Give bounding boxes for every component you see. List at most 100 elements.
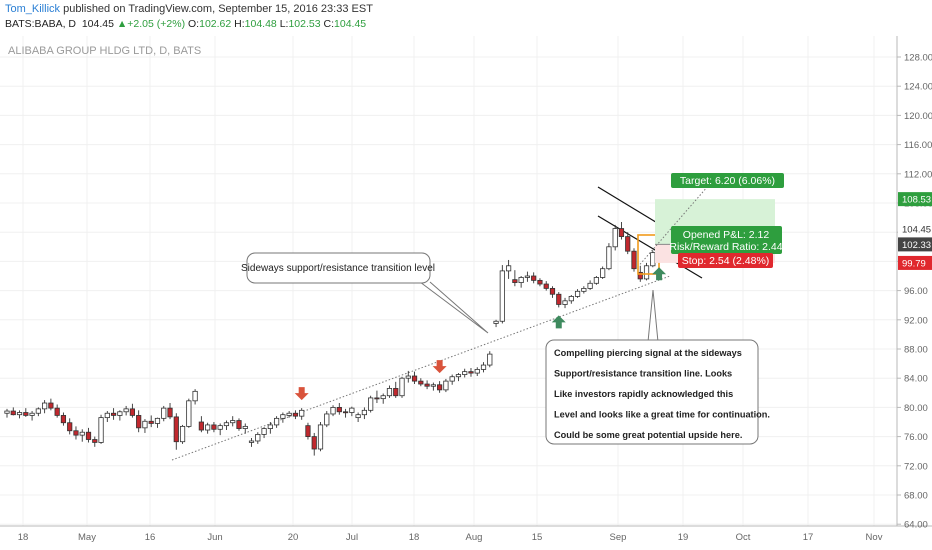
svg-text:Opened P&L: 2.12: Opened P&L: 2.12: [683, 229, 770, 241]
target-badge[interactable]: Target: 6.20 (6.06%): [671, 173, 784, 188]
callout-piercing-signal[interactable]: Compelling piercing signal at the sidewa…: [545, 289, 770, 445]
svg-text:Stop: 2.54 (2.48%): Stop: 2.54 (2.48%): [682, 255, 770, 267]
time-tick-label: 18: [409, 532, 420, 543]
callouts: Sideways support/resistance transition l…: [241, 252, 770, 445]
callout-transition-level[interactable]: Sideways support/resistance transition l…: [241, 252, 489, 334]
time-tick-label: 15: [532, 532, 543, 543]
publish-info: Tom_Killick published on TradingView.com…: [5, 3, 373, 15]
candle: [518, 276, 524, 288]
candle: [487, 351, 493, 368]
candle: [587, 280, 593, 290]
candle: [136, 410, 142, 433]
candle: [618, 221, 625, 240]
price-tick-label: 84.00: [904, 374, 928, 385]
candle: [29, 411, 35, 421]
time-tick-label: 20: [288, 532, 299, 543]
candle: [411, 371, 418, 385]
candle: [261, 427, 267, 439]
candle: [650, 250, 656, 268]
price-tick-label: 72.00: [904, 461, 928, 472]
candle: [299, 408, 305, 420]
candle: [186, 398, 192, 428]
candlestick-chart[interactable]: Target: 6.20 (6.06%) Opened P&L: 2.12Risk…: [0, 36, 932, 550]
candle: [393, 381, 399, 398]
change-value: +2.05 (+2%): [127, 18, 186, 30]
candle: [60, 412, 67, 426]
price-tick-label: 112.00: [904, 169, 932, 180]
candle: [380, 393, 386, 404]
time-tick-label: May: [78, 532, 96, 543]
time-tick-label: Oct: [736, 532, 751, 543]
candle: [368, 395, 374, 413]
candle: [255, 432, 261, 444]
time-tick-label: Aug: [466, 532, 483, 543]
price-tick-label: 96.00: [904, 286, 928, 297]
svg-text:Risk/Reward Ratio: 2.44: Risk/Reward Ratio: 2.44: [669, 241, 782, 253]
candle: [581, 286, 587, 294]
candle: [205, 422, 211, 434]
candle: [161, 405, 167, 422]
support-resistance-line[interactable]: [171, 275, 671, 461]
candle: [48, 398, 54, 411]
candle: [267, 422, 273, 434]
candle: [242, 423, 248, 434]
candle: [230, 416, 236, 427]
position-tool[interactable]: Target: 6.20 (6.06%) Opened P&L: 2.12Risk…: [639, 173, 784, 268]
candle: [355, 412, 361, 422]
svg-text:Support/resistance transition: Support/resistance transition line. Look…: [554, 369, 732, 379]
price-tick-label: 88.00: [904, 345, 928, 356]
candle: [631, 248, 637, 272]
candle: [574, 289, 581, 298]
candle-series: [4, 221, 675, 456]
candle: [625, 232, 631, 255]
candle: [462, 368, 468, 378]
candle: [361, 407, 367, 420]
candle: [468, 367, 474, 377]
time-tick-label: 16: [145, 532, 156, 543]
stop-badge[interactable]: Stop: 2.54 (2.48%): [678, 253, 773, 268]
price-axis[interactable]: 128.00124.00120.00116.00112.00108.00104.…: [897, 53, 932, 550]
price-tick-label: 76.00: [904, 432, 928, 443]
symbol-label: BATS:BABA, D: [5, 18, 76, 30]
candle: [324, 411, 330, 428]
svg-text:99.79: 99.79: [902, 258, 926, 269]
candle: [524, 271, 531, 282]
position-path: [639, 177, 716, 265]
price-tick-label: 120.00: [904, 111, 932, 122]
candle: [129, 403, 135, 418]
candle: [154, 417, 161, 428]
candle: [549, 286, 556, 298]
candle: [217, 423, 223, 436]
time-tick-label: Jul: [346, 532, 358, 543]
candle: [85, 427, 92, 443]
svg-text:Compelling piercing signal at: Compelling piercing signal at the sidewa…: [554, 348, 742, 358]
open-value: 102.62: [199, 18, 232, 30]
candle: [449, 374, 455, 385]
candle: [211, 422, 217, 433]
candle: [499, 265, 505, 324]
up-arrow-icon: ▲: [116, 18, 128, 30]
svg-text:102.33: 102.33: [902, 240, 931, 251]
candle: [386, 385, 393, 398]
candle: [374, 390, 380, 404]
price-tick-label: 68.00: [904, 491, 928, 502]
candle: [336, 403, 342, 415]
price-tick-label: 128.00: [904, 53, 932, 64]
svg-text:108.53: 108.53: [902, 195, 931, 206]
candle: [493, 319, 499, 328]
candle: [330, 405, 336, 417]
price-tick-label: 92.00: [904, 315, 928, 326]
candle: [79, 429, 85, 442]
candle: [173, 413, 179, 450]
high-value: 104.48: [244, 18, 277, 30]
author-link[interactable]: Tom_Killick: [5, 3, 61, 15]
svg-text:Level and looks like a great t: Level and looks like a great time for co…: [554, 410, 770, 420]
time-axis[interactable]: 18 May 16 Jun 20 Jul 18 Aug 15 Sep 19 Oct 17 Nov: [18, 532, 883, 543]
candle: [98, 414, 104, 444]
plot-background: [0, 36, 897, 526]
candle: [167, 403, 173, 420]
svg-text:Like investors rapidly acknowl: Like investors rapidly acknowledged this: [554, 389, 733, 399]
candle: [305, 422, 311, 440]
buy-arrow-icon: [652, 267, 667, 281]
